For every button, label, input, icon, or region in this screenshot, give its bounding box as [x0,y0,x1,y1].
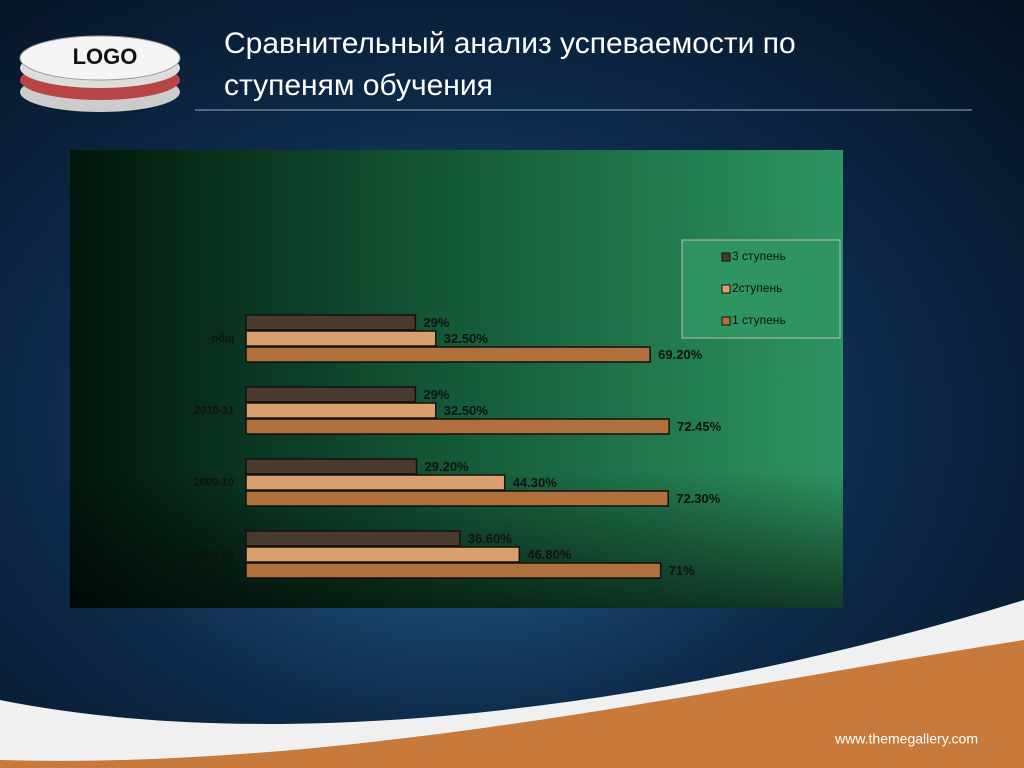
legend-label: 3 ступень [732,249,786,263]
bar [245,330,437,347]
bar [245,474,506,491]
bar [245,458,418,475]
data-label: 72.45% [677,419,722,434]
legend-label: 2ступень [732,281,782,295]
data-label: 32.50% [444,403,489,418]
bar [245,418,670,435]
wave-orange [0,640,1024,768]
legend-swatch [721,316,731,326]
footer: www.themegallery.com [834,731,978,747]
data-label: 29.20% [425,459,470,474]
category-label: 2008-09 [194,548,234,560]
legend-box [681,239,841,339]
bar [245,490,669,507]
bar [245,546,521,563]
bar [245,346,651,363]
category-label: 2009-10 [194,476,234,488]
legend-label: 1 ступень [732,313,786,327]
data-label: 46.80% [527,547,572,562]
data-label: 71% [669,563,695,578]
category-label: общ [211,332,235,344]
bar [245,562,662,579]
data-label: 36.60% [468,531,513,546]
bar [245,314,417,331]
data-label: 29% [423,387,449,402]
legend-swatch [721,284,731,294]
data-label: 44.30% [513,475,558,490]
logo-text: LOGO [73,44,138,69]
category-label: 2010-11 [194,404,234,416]
data-label: 29% [423,315,449,330]
slide-title: ступеням обучения [224,69,493,102]
bar [245,402,437,419]
legend-swatch [721,252,731,262]
slide-title: Сравнительный анализ успеваемости по [224,27,796,60]
bar [245,530,461,547]
bar [245,386,417,403]
data-label: 69.20% [658,347,703,362]
logo: LOGO [19,35,181,112]
data-label: 32.50% [444,331,489,346]
data-label: 72.30% [676,491,721,506]
